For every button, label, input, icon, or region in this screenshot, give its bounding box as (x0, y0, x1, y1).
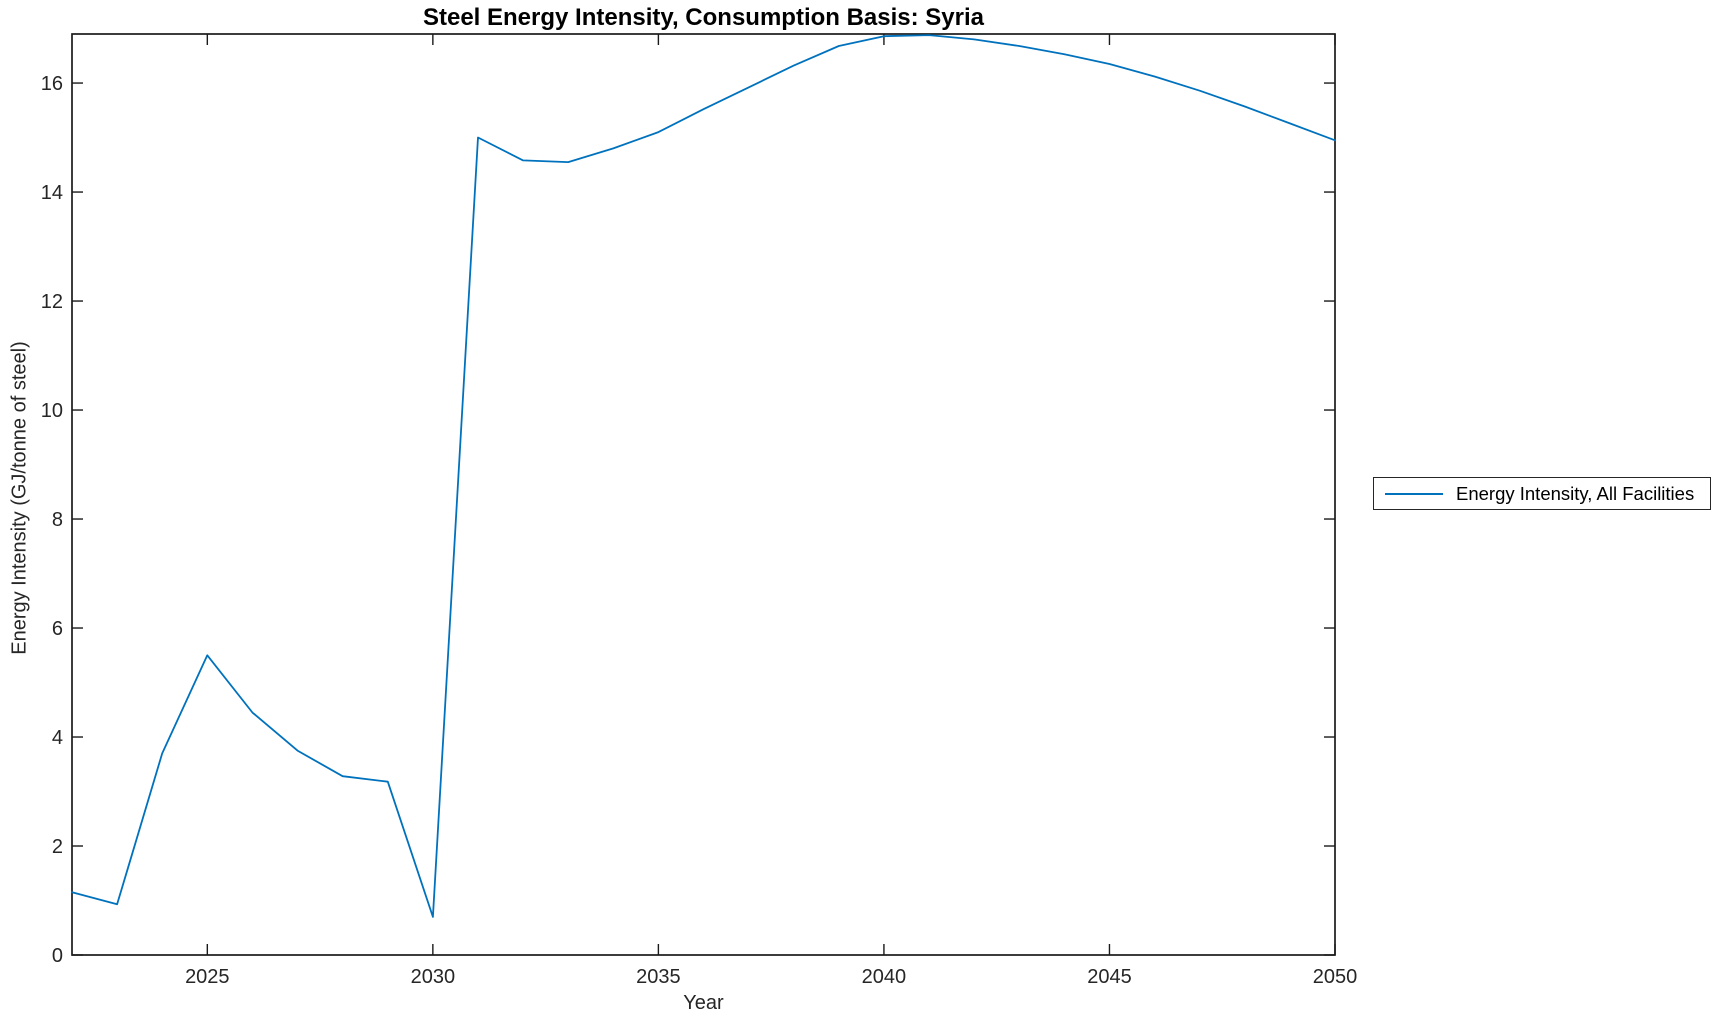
legend-entry-label: Energy Intensity, All Facilities (1456, 482, 1695, 504)
legend-line-sample (1385, 492, 1443, 495)
x-tick-label: 2040 (862, 966, 907, 988)
x-tick-label: 2025 (185, 966, 230, 988)
x-axis-label: Year (683, 992, 724, 1014)
legend: Energy Intensity, All Facilities (1373, 477, 1711, 510)
x-tick-label: 2035 (636, 966, 681, 988)
x-tick-label: 2030 (411, 966, 456, 988)
y-tick-label: 4 (52, 727, 63, 749)
y-tick-label: 6 (52, 618, 63, 640)
y-tick-label: 14 (41, 182, 63, 204)
y-tick-label: 12 (41, 291, 63, 313)
series-line (71, 34, 1336, 918)
y-tick-label: 2 (52, 836, 63, 858)
y-tick-label: 16 (41, 73, 63, 95)
y-tick-label: 10 (41, 400, 63, 422)
y-tick-label: 8 (52, 509, 63, 531)
chart-title: Steel Energy Intensity, Consumption Basi… (422, 4, 985, 31)
x-tick-label: 2050 (1313, 966, 1358, 988)
y-tick-label: 0 (52, 945, 63, 967)
x-tick-label: 2045 (1087, 966, 1132, 988)
plot-box (71, 33, 1336, 956)
y-axis-label: Energy Intensity (GJ/tonne of steel) (8, 341, 31, 655)
